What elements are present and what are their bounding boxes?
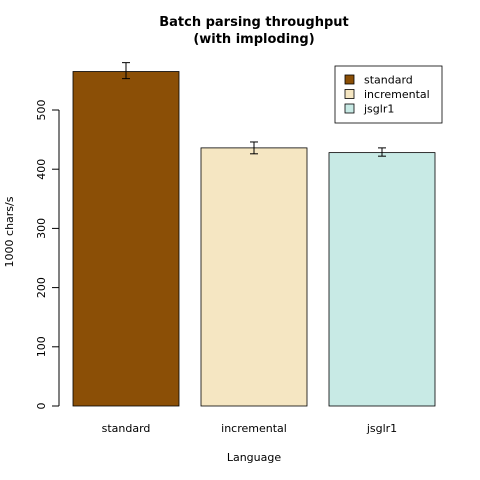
y-tick-label: 200 [35, 277, 48, 298]
legend-swatch-standard [344, 74, 355, 85]
y-tick-label: 0 [35, 403, 48, 410]
error-bar-jsglr1 [378, 147, 386, 157]
bar-jsglr1 [328, 152, 436, 407]
error-bar-incremental [250, 141, 258, 155]
bar-standard [72, 71, 180, 407]
y-tick-label: 500 [35, 100, 48, 121]
chart-title-line-1: Batch parsing throughput [159, 15, 349, 30]
chart-title-line-2: (with imploding) [193, 32, 314, 47]
y-axis-ticks: 0 100 200 300 400 500 [35, 100, 59, 410]
bar-incremental [200, 147, 308, 407]
error-bar-standard [122, 62, 130, 80]
legend-label: jsglr1 [363, 103, 394, 116]
error-bars-group [122, 62, 386, 157]
y-tick-label: 300 [35, 218, 48, 239]
x-axis-tick-labels: standard incremental jsglr1 [102, 422, 398, 435]
y-tick-label: 400 [35, 159, 48, 180]
legend-label: incremental [364, 88, 430, 101]
legend-label: standard [364, 74, 413, 87]
legend-swatch-incremental [344, 89, 355, 99]
y-axis-title: 1000 chars/s [3, 196, 16, 267]
x-tick-label: standard [102, 422, 151, 435]
y-tick-label: 100 [35, 336, 48, 357]
legend-swatch-jsglr1 [344, 103, 355, 114]
x-tick-label: jsglr1 [366, 422, 397, 435]
x-tick-label: incremental [221, 422, 287, 435]
x-axis-title: Language [227, 451, 282, 464]
